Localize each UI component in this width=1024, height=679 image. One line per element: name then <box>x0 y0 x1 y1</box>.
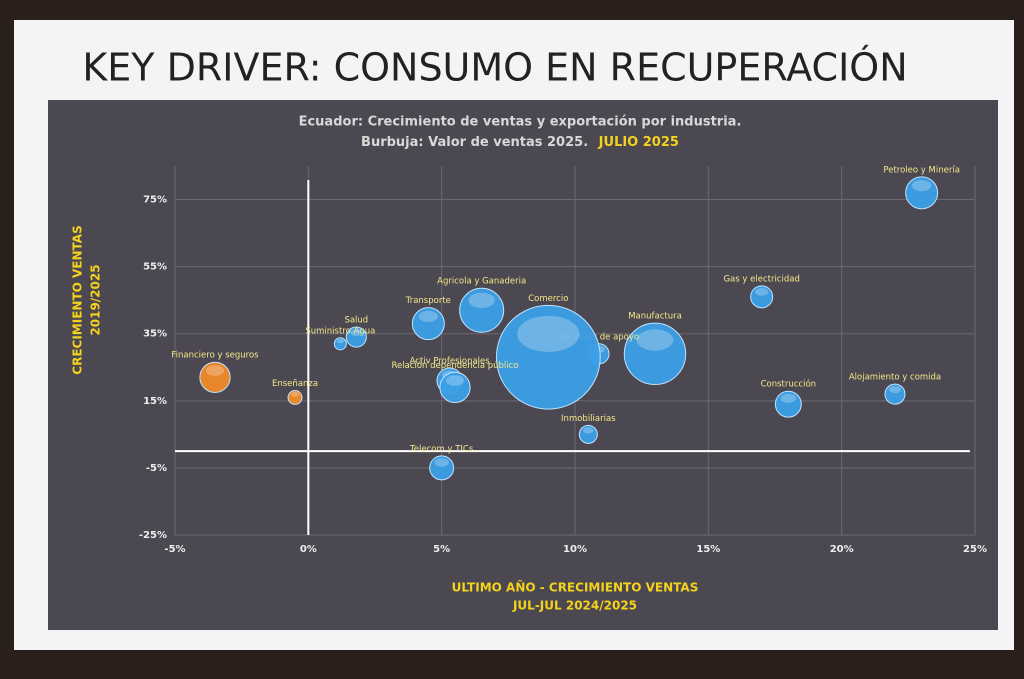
bubble <box>411 307 445 341</box>
data-label: Gas y electricidad <box>723 274 799 284</box>
x-tick-label: 25% <box>963 544 987 555</box>
bubble <box>495 304 601 410</box>
slide-title: KEY DRIVER: CONSUMO EN RECUPERACIÓN <box>82 46 907 90</box>
y-tick-label: 75% <box>143 195 167 206</box>
data-label: Construcción <box>761 379 816 390</box>
x-axis-label-2: JUL-JUL 2024/2025 <box>512 599 637 613</box>
plot: -25% -5% 15% 35% 55% 75% -5% 0% 5% 10% 15% 20% 25% Pe… <box>139 165 987 555</box>
data-label: Servicios de apoyo <box>559 332 639 342</box>
bubble <box>905 176 939 210</box>
bubble-highlight <box>290 391 300 397</box>
x-tick-label: 10% <box>563 544 587 555</box>
bubble-highlight <box>636 329 674 351</box>
data-label: Activ Profesionales <box>410 356 491 366</box>
subtitle-highlight: JULIO 2025 <box>598 135 679 150</box>
chart-subtitle: Ecuador: Crecimiento de ventas y exporta… <box>299 115 742 130</box>
bubble-highlight <box>350 329 363 337</box>
data-label: Suministro Agua <box>305 326 375 336</box>
data-label: Telecom y TICs <box>409 444 474 454</box>
bubble-highlight <box>888 386 902 394</box>
data-label: Enseñanza <box>272 379 318 389</box>
bubble-highlight <box>445 375 465 386</box>
x-tick-label: -5% <box>164 544 185 555</box>
data-label: Salud <box>344 316 368 326</box>
bubble <box>459 287 505 333</box>
bubble-highlight <box>912 180 932 192</box>
data-label: Petroleo y Minería <box>883 165 960 175</box>
data-label: Alojamiento y comida <box>849 373 941 383</box>
x-tick-label: 5% <box>433 544 450 555</box>
chart-subtitle-2: Burbuja: Valor de ventas 2025. JULIO 202… <box>361 135 679 150</box>
y-tick-label: -5% <box>146 463 167 474</box>
bubble <box>429 455 455 481</box>
bubble-highlight <box>582 427 594 434</box>
bubble <box>774 390 802 418</box>
y-axis-label-2: 2019/2025 <box>89 264 103 335</box>
x-tick-label: 0% <box>300 544 317 555</box>
bubble <box>439 371 471 404</box>
data-label: Relación dependencia público <box>391 360 518 371</box>
bubble <box>333 337 347 351</box>
x-tick-label: 15% <box>696 544 720 555</box>
y-axis-label: CRECIMIENTO VENTAS <box>71 225 85 374</box>
data-label: Comercio <box>528 294 568 304</box>
x-tick-label: 20% <box>830 544 854 555</box>
data-label: Inmobiliarias <box>561 414 616 424</box>
bubble-highlight <box>418 310 438 323</box>
bubble <box>750 285 774 309</box>
bubble-highlight <box>336 338 344 344</box>
x-axis-label: ULTIMO AÑO - CRECIMIENTO VENTAS <box>452 580 699 595</box>
y-tick-label: -25% <box>139 530 167 541</box>
y-tick-label: 55% <box>143 262 167 273</box>
y-tick-label: 35% <box>143 329 167 340</box>
data-label: Manufactura <box>628 312 682 322</box>
bubble <box>884 383 906 405</box>
bubble <box>345 326 367 348</box>
bubble-highlight <box>755 288 769 296</box>
bubble <box>578 424 598 444</box>
bubble-highlight <box>517 315 580 353</box>
y-tick-label: 15% <box>143 396 167 407</box>
bubble-highlight <box>780 393 797 403</box>
data-label: Agricola y Ganaderia <box>437 277 526 287</box>
bubble <box>199 361 231 393</box>
data-label: Financiero y seguros <box>171 351 259 361</box>
subtitle-text: Burbuja: Valor de ventas 2025. <box>361 135 588 150</box>
bubble <box>623 322 687 386</box>
bubble-highlight <box>205 365 225 376</box>
bubble <box>287 390 303 405</box>
data-label: Transporte <box>405 296 451 306</box>
bubble-highlight <box>434 458 449 467</box>
bubble-highlight <box>468 292 495 309</box>
